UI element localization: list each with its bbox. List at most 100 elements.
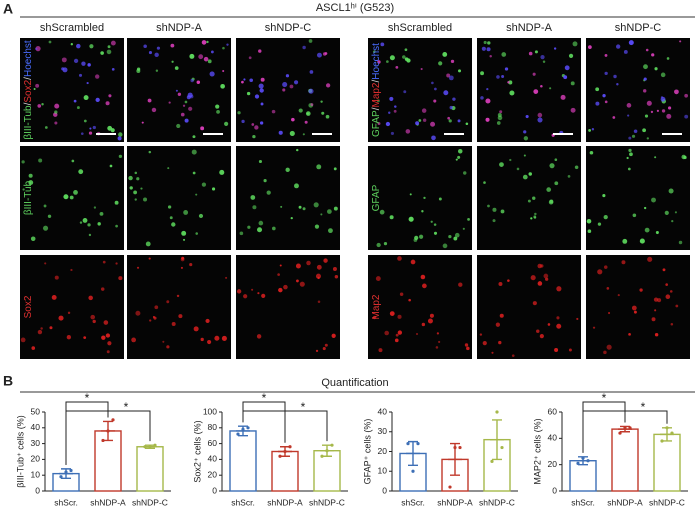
cell <box>465 122 469 126</box>
data-point <box>458 445 462 450</box>
data-point <box>143 445 147 449</box>
cell <box>447 116 451 120</box>
cell <box>285 74 290 78</box>
cell <box>435 346 439 349</box>
cell <box>394 105 397 108</box>
cell <box>549 163 555 169</box>
cell <box>603 350 607 355</box>
cell <box>433 223 437 226</box>
data-point <box>670 431 674 435</box>
cell <box>190 78 194 83</box>
cell <box>95 97 100 103</box>
cell <box>42 225 49 231</box>
cell <box>21 160 25 164</box>
cell <box>66 335 72 340</box>
panel-title: ASCL1ʰⁱ (G523) <box>316 2 394 14</box>
cell <box>554 181 559 186</box>
column-label: shNDP-C <box>265 22 312 34</box>
cell <box>525 114 529 119</box>
cell <box>108 94 112 98</box>
column-label: shNDP-C <box>615 22 662 34</box>
panel-label: B <box>3 373 13 389</box>
cell <box>539 334 544 339</box>
panel-title: Quantification <box>321 377 388 389</box>
cell <box>166 300 170 304</box>
cell <box>192 171 196 175</box>
cell <box>211 50 214 54</box>
cell <box>498 281 503 286</box>
cell <box>73 190 78 195</box>
cell <box>243 78 246 81</box>
cell <box>175 89 178 92</box>
cell <box>536 329 540 333</box>
cell <box>492 219 496 223</box>
cell <box>406 58 411 63</box>
cell <box>308 39 313 43</box>
cell <box>148 51 152 55</box>
cell <box>111 68 115 71</box>
cell <box>90 314 96 320</box>
cell <box>568 53 574 58</box>
cell <box>385 121 391 127</box>
column-label: shNDP-A <box>156 22 203 34</box>
x-tick-label: shScr. <box>401 497 425 507</box>
cell <box>602 194 606 198</box>
cell <box>205 318 210 324</box>
cell <box>83 95 89 101</box>
cell <box>613 74 617 79</box>
cell <box>305 111 311 116</box>
cell <box>225 276 228 279</box>
cell <box>289 84 294 89</box>
cell <box>458 282 463 287</box>
data-point <box>153 443 157 447</box>
y-tick-label: 40 <box>378 406 388 416</box>
cell <box>100 287 105 291</box>
cell <box>669 290 673 293</box>
cell <box>421 108 427 113</box>
cell <box>433 231 438 235</box>
cell <box>109 164 113 168</box>
x-tick-label: shNDP-C <box>309 497 345 507</box>
cell <box>397 314 402 319</box>
cell <box>258 220 264 226</box>
row-label: βIII-Tub <box>23 180 34 215</box>
cell <box>390 131 395 135</box>
cell <box>183 210 189 215</box>
cell <box>207 59 212 64</box>
cell <box>135 310 141 316</box>
micrograph <box>236 255 340 359</box>
cell <box>257 292 260 295</box>
row-label-part: Hoechst <box>371 43 382 80</box>
cell <box>495 322 501 327</box>
data-point <box>495 410 499 414</box>
cell <box>631 134 636 138</box>
cell <box>209 71 215 77</box>
cell <box>236 289 242 294</box>
cell <box>533 89 539 94</box>
cell <box>118 154 123 159</box>
cell <box>429 313 434 318</box>
cell <box>553 47 557 50</box>
cell <box>498 340 502 345</box>
cell <box>285 167 290 173</box>
cell <box>684 114 689 119</box>
cell <box>632 213 637 218</box>
cell <box>241 80 244 84</box>
cell <box>258 49 262 53</box>
cell <box>169 216 173 220</box>
cell <box>643 206 647 210</box>
data-point <box>320 454 324 458</box>
cell <box>568 348 572 352</box>
cell <box>92 319 96 324</box>
cell <box>436 332 440 335</box>
cell <box>668 106 672 110</box>
cell <box>671 220 674 223</box>
cell <box>527 199 531 203</box>
cell <box>222 46 225 50</box>
panel-label: A <box>3 1 13 17</box>
y-tick-label: 10 <box>31 469 41 479</box>
cell <box>322 347 326 351</box>
cell <box>315 349 319 353</box>
cell <box>114 200 119 205</box>
cell <box>644 114 649 118</box>
